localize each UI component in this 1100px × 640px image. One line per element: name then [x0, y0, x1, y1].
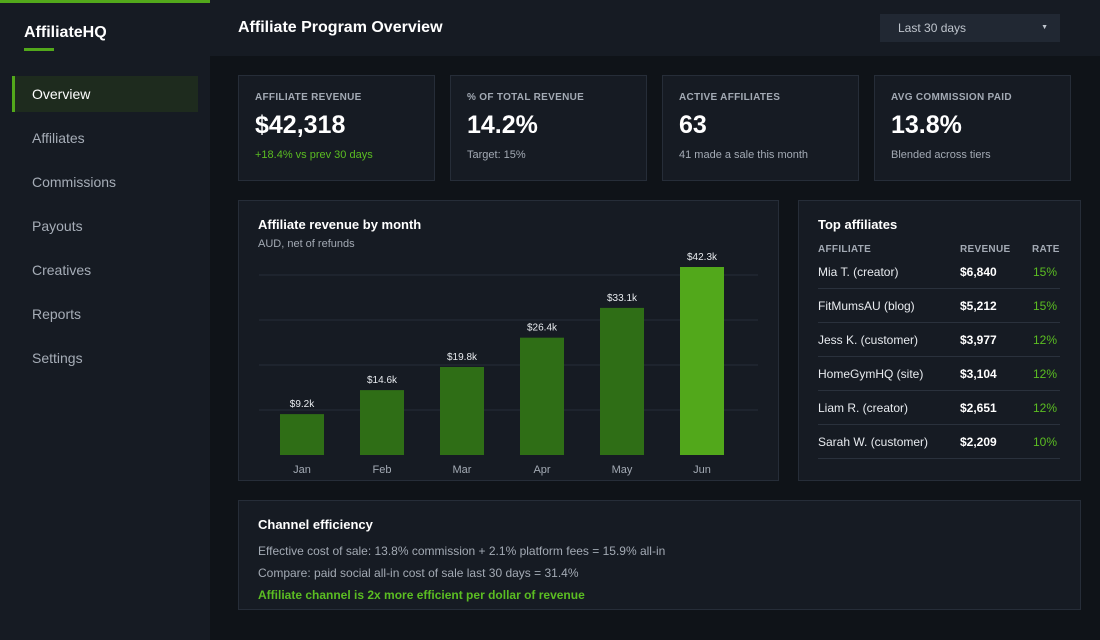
brand-underline — [24, 48, 54, 51]
x-tick-label: Apr — [533, 464, 550, 476]
date-range-select[interactable]: Last 30 days ▼ — [880, 14, 1060, 42]
top-affiliates-panel: Top affiliates AFFILIATE REVENUE RATE Mi… — [798, 200, 1081, 481]
sidebar-item-commissions[interactable]: Commissions — [32, 174, 117, 190]
column-header-rate[interactable]: RATE — [1032, 244, 1060, 255]
x-tick-label: Jan — [293, 464, 311, 476]
kpi-card-affiliate-revenue: AFFILIATE REVENUE $42,318 +18.4% vs prev… — [238, 75, 435, 181]
affiliate-name: Sarah W. (customer) — [818, 435, 929, 449]
bar-jun[interactable] — [680, 267, 724, 455]
affiliate-rate: 12% — [1033, 401, 1058, 415]
table-row[interactable]: FitMumsAU (blog) $5,212 15% — [818, 289, 1060, 323]
sidebar-item-overview[interactable]: Overview — [12, 76, 198, 112]
date-range-value: Last 30 days — [898, 21, 967, 35]
table-row[interactable]: Jess K. (customer) $3,977 12% — [818, 323, 1060, 357]
x-tick-label: Feb — [373, 464, 392, 476]
chart-subtitle: AUD, net of refunds — [258, 238, 355, 250]
kpi-value: 14.2% — [467, 111, 538, 139]
revenue-bar-chart: $9.2k Jan $14.6k Feb $19.8k Mar $26.4k Apr $33.1… — [259, 252, 758, 476]
kpi-card-pct-total-revenue: % OF TOTAL REVENUE 14.2% Target: 15% — [450, 75, 647, 181]
affiliate-rate: 12% — [1033, 333, 1058, 347]
sidebar-item-settings[interactable]: Settings — [32, 350, 83, 366]
sidebar-item-creatives[interactable]: Creatives — [32, 262, 92, 278]
bar-data-label: $26.4k — [527, 323, 558, 334]
affiliate-revenue: $2,651 — [960, 401, 997, 415]
kpi-card-active-affiliates: ACTIVE AFFILIATES 63 41 made a sale this… — [662, 75, 859, 181]
sidebar-item-affiliates[interactable]: Affiliates — [32, 130, 85, 146]
affiliate-rate: 12% — [1033, 367, 1058, 381]
bar-data-label: $19.8k — [447, 352, 478, 363]
kpi-value: $42,318 — [255, 111, 346, 139]
kpi-card-avg-commission: AVG COMMISSION PAID 13.8% Blended across… — [874, 75, 1071, 181]
affiliate-rate: 10% — [1033, 435, 1058, 449]
table-row[interactable]: HomeGymHQ (site) $3,104 12% — [818, 357, 1060, 391]
table-row[interactable]: Mia T. (creator) $6,840 15% — [818, 255, 1060, 289]
sidebar-item-reports[interactable]: Reports — [32, 306, 82, 322]
affiliate-rate: 15% — [1033, 265, 1058, 279]
affiliate-name: Liam R. (creator) — [818, 401, 909, 415]
sidebar-accent-bar — [0, 0, 210, 3]
affiliate-rate: 15% — [1033, 299, 1058, 313]
kpi-subtext: Blended across tiers — [891, 149, 991, 161]
kpi-label: AFFILIATE REVENUE — [255, 92, 362, 103]
affiliate-name: Mia T. (creator) — [818, 265, 899, 279]
page-header: Affiliate Program Overview Last 30 days … — [210, 0, 1100, 56]
affiliate-revenue: $2,209 — [960, 435, 997, 449]
efficiency-highlight-line: Affiliate channel is 2x more efficient p… — [258, 588, 585, 602]
top-affiliates-title: Top affiliates — [818, 217, 898, 232]
efficiency-compare-line: Compare: paid social all-in cost of sale… — [258, 566, 579, 580]
chart-title: Affiliate revenue by month — [258, 217, 422, 232]
channel-efficiency-panel: Channel efficiency Effective cost of sal… — [238, 500, 1081, 610]
bar-data-label: $33.1k — [607, 293, 638, 304]
table-row[interactable]: Liam R. (creator) $2,651 12% — [818, 391, 1060, 425]
efficiency-title: Channel efficiency — [258, 517, 373, 532]
affiliate-name: Jess K. (customer) — [818, 333, 919, 347]
efficiency-cost-line: Effective cost of sale: 13.8% commission… — [258, 544, 666, 558]
revenue-chart-panel: Affiliate revenue by month AUD, net of r… — [238, 200, 779, 481]
affiliate-revenue: $3,977 — [960, 333, 997, 347]
sidebar: AffiliateHQ Overview Affiliates Commissi… — [0, 0, 210, 640]
bar-jan[interactable] — [280, 414, 324, 455]
affiliate-revenue: $6,840 — [960, 265, 997, 279]
column-header-affiliate[interactable]: AFFILIATE — [818, 244, 872, 255]
x-tick-label: Jun — [693, 464, 711, 476]
affiliate-name: FitMumsAU (blog) — [818, 299, 915, 313]
bar-may[interactable] — [600, 307, 644, 455]
bar-feb[interactable] — [360, 390, 404, 455]
bar-apr[interactable] — [520, 337, 564, 455]
sidebar-nav: Overview Affiliates Commissions Payouts … — [12, 76, 198, 384]
kpi-delta: +18.4% vs prev 30 days — [255, 149, 373, 161]
x-tick-label: Mar — [453, 464, 472, 476]
kpi-value: 13.8% — [891, 111, 962, 139]
bar-data-label: $42.3k — [687, 252, 718, 263]
kpi-label: ACTIVE AFFILIATES — [679, 92, 781, 103]
kpi-subtext: 41 made a sale this month — [679, 149, 809, 161]
x-tick-label: May — [612, 464, 633, 476]
affiliate-name: HomeGymHQ (site) — [818, 367, 924, 381]
kpi-subtext: Target: 15% — [467, 149, 526, 161]
affiliate-revenue: $5,212 — [960, 299, 997, 313]
caret-down-icon: ▼ — [1041, 24, 1048, 31]
bar-data-label: $9.2k — [290, 399, 315, 410]
bar-mar[interactable] — [440, 367, 484, 455]
table-row[interactable]: Sarah W. (customer) $2,209 10% — [818, 425, 1060, 459]
page-title: Affiliate Program Overview — [238, 19, 443, 36]
brand-logo[interactable]: AffiliateHQ — [24, 24, 107, 41]
column-header-revenue[interactable]: REVENUE — [960, 244, 1011, 255]
affiliate-revenue: $3,104 — [960, 367, 997, 381]
bar-data-label: $14.6k — [367, 375, 398, 386]
sidebar-item-payouts[interactable]: Payouts — [32, 218, 83, 234]
kpi-label: AVG COMMISSION PAID — [891, 92, 1012, 103]
kpi-value: 63 — [679, 111, 707, 139]
kpi-label: % OF TOTAL REVENUE — [467, 92, 585, 103]
